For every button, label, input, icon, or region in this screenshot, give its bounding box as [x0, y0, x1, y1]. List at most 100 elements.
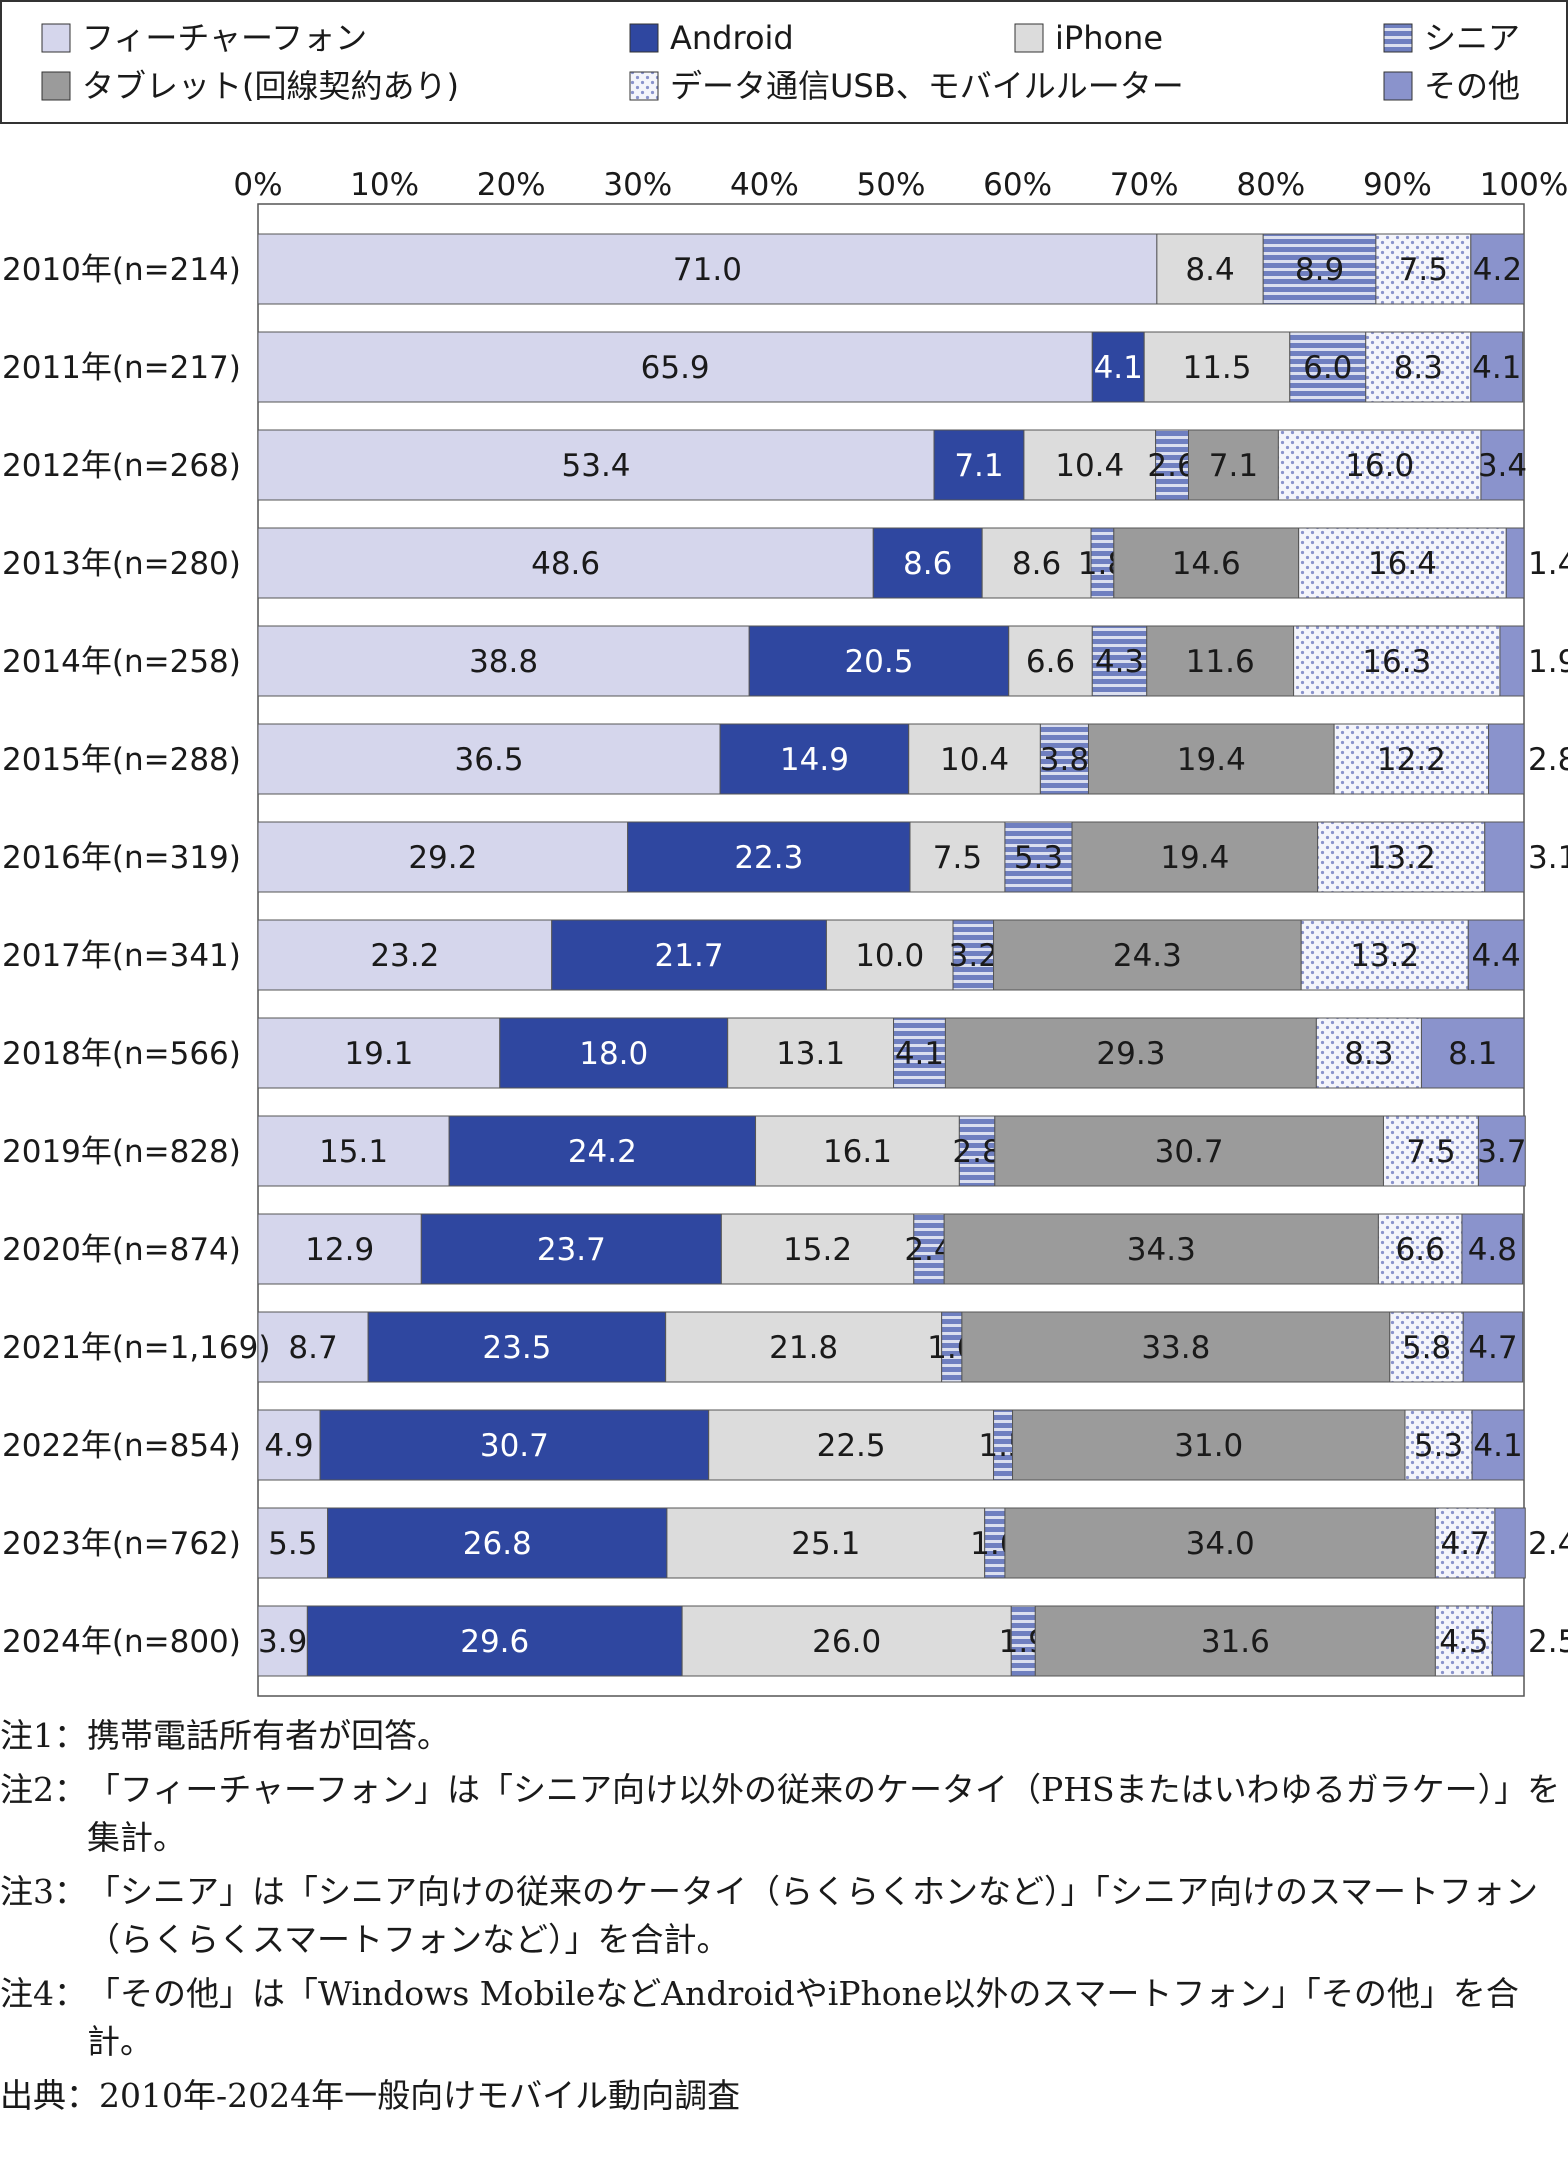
data-label-iphone: 10.4 — [1055, 448, 1124, 484]
legend-label-tablet: タブレット(回線契約あり) — [82, 67, 459, 105]
data-label-data: 5.3 — [1414, 1428, 1463, 1464]
bar-feature — [257, 1115, 450, 1187]
data-label-android: 14.9 — [780, 742, 849, 778]
category-label: 2012年(n=268) — [2, 448, 241, 484]
category-label: 2022年(n=854) — [2, 1428, 241, 1464]
bar-feature — [257, 1213, 422, 1285]
bar-android — [319, 1409, 710, 1481]
note-2-text: 「フィーチャーフォン」は「シニア向け以外の従来のケータイ（PHSまたはいわゆるガ… — [87, 1770, 1561, 1857]
data-label-senior: 2.8 — [952, 1134, 1001, 1170]
note-4-label: 注4： — [0, 1974, 87, 2013]
data-label-feature: 38.8 — [469, 644, 538, 680]
data-label-data: 4.7 — [1440, 1526, 1489, 1562]
bar-iphone — [1023, 429, 1157, 501]
bar-feature — [257, 233, 1158, 305]
data-label-android: 8.6 — [903, 546, 952, 582]
bar-iphone — [727, 1017, 895, 1089]
data-label-feature: 53.4 — [562, 448, 631, 484]
bar-iphone — [665, 1311, 943, 1383]
legend-label-android: Android — [670, 19, 794, 57]
data-label-iphone: 25.1 — [791, 1526, 860, 1562]
data-label-iphone: 13.1 — [776, 1036, 845, 1072]
data-label-other-outside: 3.1 — [1528, 840, 1568, 876]
data-label-senior: 6.0 — [1303, 350, 1352, 386]
data-label-android: 4.1 — [1094, 350, 1143, 386]
note-4-text: 「その他」は「Windows MobileなどAndroidやiPhone以外の… — [87, 1974, 1519, 2061]
data-label-data: 16.0 — [1345, 448, 1414, 484]
data-label-other: 4.8 — [1468, 1232, 1517, 1268]
data-label-data: 5.8 — [1402, 1330, 1451, 1366]
data-label-tablet: 33.8 — [1141, 1330, 1210, 1366]
x-tick-label: 90% — [1363, 167, 1432, 203]
bar-tablet — [943, 1213, 1379, 1285]
legend-label-data: データ通信USB、モバイルルーター — [670, 67, 1184, 105]
bar-feature — [257, 625, 750, 697]
bar-android — [627, 821, 911, 893]
bar-android — [551, 919, 827, 991]
bar-other — [1467, 919, 1525, 991]
bar-other — [1484, 821, 1525, 893]
data-label-feature: 23.2 — [370, 938, 439, 974]
x-tick-label: 0% — [233, 167, 282, 203]
bar-iphone — [1143, 331, 1291, 403]
data-label-other: 8.1 — [1448, 1036, 1497, 1072]
x-tick-label: 20% — [477, 167, 546, 203]
data-label-feature: 8.7 — [288, 1330, 337, 1366]
bar-data — [1365, 331, 1472, 403]
data-label-android: 22.3 — [734, 840, 803, 876]
bar-other — [1494, 1507, 1526, 1579]
data-label-tablet: 29.3 — [1096, 1036, 1165, 1072]
note-3-text: 「シニア」は「シニア向けの従来のケータイ（らくらくホンなど）」「シニア向けのスマ… — [87, 1872, 1539, 1959]
legend-swatch-feature — [41, 23, 71, 53]
data-label-data: 8.3 — [1394, 350, 1443, 386]
bar-data — [1375, 233, 1472, 305]
data-label-data: 12.2 — [1377, 742, 1446, 778]
data-label-android: 21.7 — [655, 938, 724, 974]
bar-android — [327, 1507, 668, 1579]
bar-senior — [1262, 233, 1377, 305]
data-label-tablet: 14.6 — [1172, 546, 1241, 582]
x-tick-label: 50% — [857, 167, 926, 203]
data-label-android: 7.1 — [954, 448, 1003, 484]
bar-tablet — [944, 1017, 1317, 1089]
data-label-feature: 71.0 — [673, 252, 742, 288]
data-label-feature: 4.9 — [264, 1428, 313, 1464]
data-label-tablet: 34.3 — [1127, 1232, 1196, 1268]
data-label-feature: 15.1 — [319, 1134, 388, 1170]
data-label-data: 4.5 — [1439, 1624, 1488, 1660]
bar-iphone — [825, 919, 954, 991]
data-label-android: 26.8 — [463, 1526, 532, 1562]
category-label: 2020年(n=874) — [2, 1232, 241, 1268]
data-label-feature: 65.9 — [641, 350, 710, 386]
bar-android — [420, 1213, 722, 1285]
category-label: 2011年(n=217) — [2, 350, 241, 386]
data-label-data: 8.3 — [1344, 1036, 1393, 1072]
legend-swatch-senior — [1383, 23, 1413, 53]
bar-data — [1434, 1507, 1496, 1579]
data-label-tablet: 7.1 — [1209, 448, 1258, 484]
legend-swatch-android — [629, 23, 659, 53]
data-label-iphone: 10.0 — [855, 938, 924, 974]
bar-iphone — [681, 1605, 1012, 1677]
category-label: 2024年(n=800) — [2, 1624, 241, 1660]
legend-label-senior: シニア — [1424, 19, 1520, 57]
x-tick-label: 40% — [730, 167, 799, 203]
bar-senior — [958, 1115, 996, 1187]
bar-android — [872, 527, 983, 599]
data-label-other-outside: 1.4 — [1528, 546, 1568, 582]
data-label-android: 23.5 — [482, 1330, 551, 1366]
category-label: 2019年(n=828) — [2, 1134, 241, 1170]
data-label-data: 13.2 — [1350, 938, 1419, 974]
data-label-other-outside: 2.8 — [1528, 742, 1568, 778]
x-tick-label: 10% — [350, 167, 419, 203]
data-label-feature: 3.9 — [258, 1624, 307, 1660]
bar-other — [1488, 723, 1525, 795]
bar-feature — [257, 429, 935, 501]
category-label: 2013年(n=280) — [2, 546, 241, 582]
legend-label-feature: フィーチャーフォン — [82, 19, 367, 57]
data-label-iphone: 21.8 — [769, 1330, 838, 1366]
note-4: 注4： 「その他」は「Windows MobileなどAndroidやiPhon… — [0, 1970, 1568, 2066]
data-label-senior: 3.2 — [949, 938, 998, 974]
data-label-other-outside: 2.4 — [1528, 1526, 1568, 1562]
